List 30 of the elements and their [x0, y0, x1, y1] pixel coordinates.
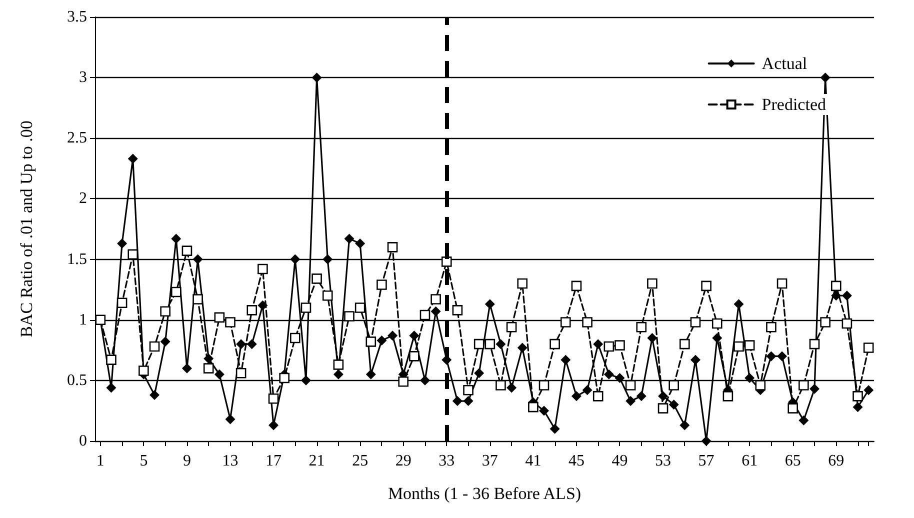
y-tick-label: 3	[79, 69, 87, 86]
x-tick-label: 1	[96, 452, 104, 470]
x-tick-label: 65	[784, 452, 801, 470]
y-tick-label: 0.5	[67, 372, 87, 389]
legend-label: Predicted	[762, 95, 826, 114]
x-tick-label: 49	[612, 452, 628, 470]
y-tick-label: 1.5	[67, 250, 87, 268]
y-tick-label: 2.5	[67, 130, 87, 147]
x-tick-label: 17	[266, 452, 282, 470]
x-tick-label: 53	[655, 452, 672, 470]
x-tick-label: 45	[568, 452, 584, 470]
x-tick-label: 37	[482, 452, 498, 470]
x-tick-label: 61	[742, 452, 758, 470]
y-axis-title: BAC Ratio of .01 and Up to .00	[17, 120, 36, 338]
y-tick-label: 3.5	[67, 8, 87, 26]
x-tick-label: 25	[352, 452, 368, 470]
x-tick-label: 57	[698, 452, 714, 470]
x-tick-label: 29	[395, 452, 412, 470]
x-tick-label: 69	[828, 452, 844, 470]
x-axis-title: Months (1 - 36 Before ALS)	[388, 484, 582, 503]
y-tick-label: 2	[79, 190, 87, 208]
x-tick-label: 21	[308, 452, 325, 470]
legend-label: Actual	[762, 54, 808, 73]
y-tick-label: 1	[79, 311, 87, 328]
x-tick-label: 9	[182, 452, 191, 470]
x-tick-label: 33	[438, 452, 455, 470]
x-tick-label: 41	[525, 452, 542, 470]
x-tick-label: 5	[140, 452, 148, 470]
y-tick-label: 0	[79, 432, 87, 450]
x-tick-label: 13	[222, 452, 238, 470]
